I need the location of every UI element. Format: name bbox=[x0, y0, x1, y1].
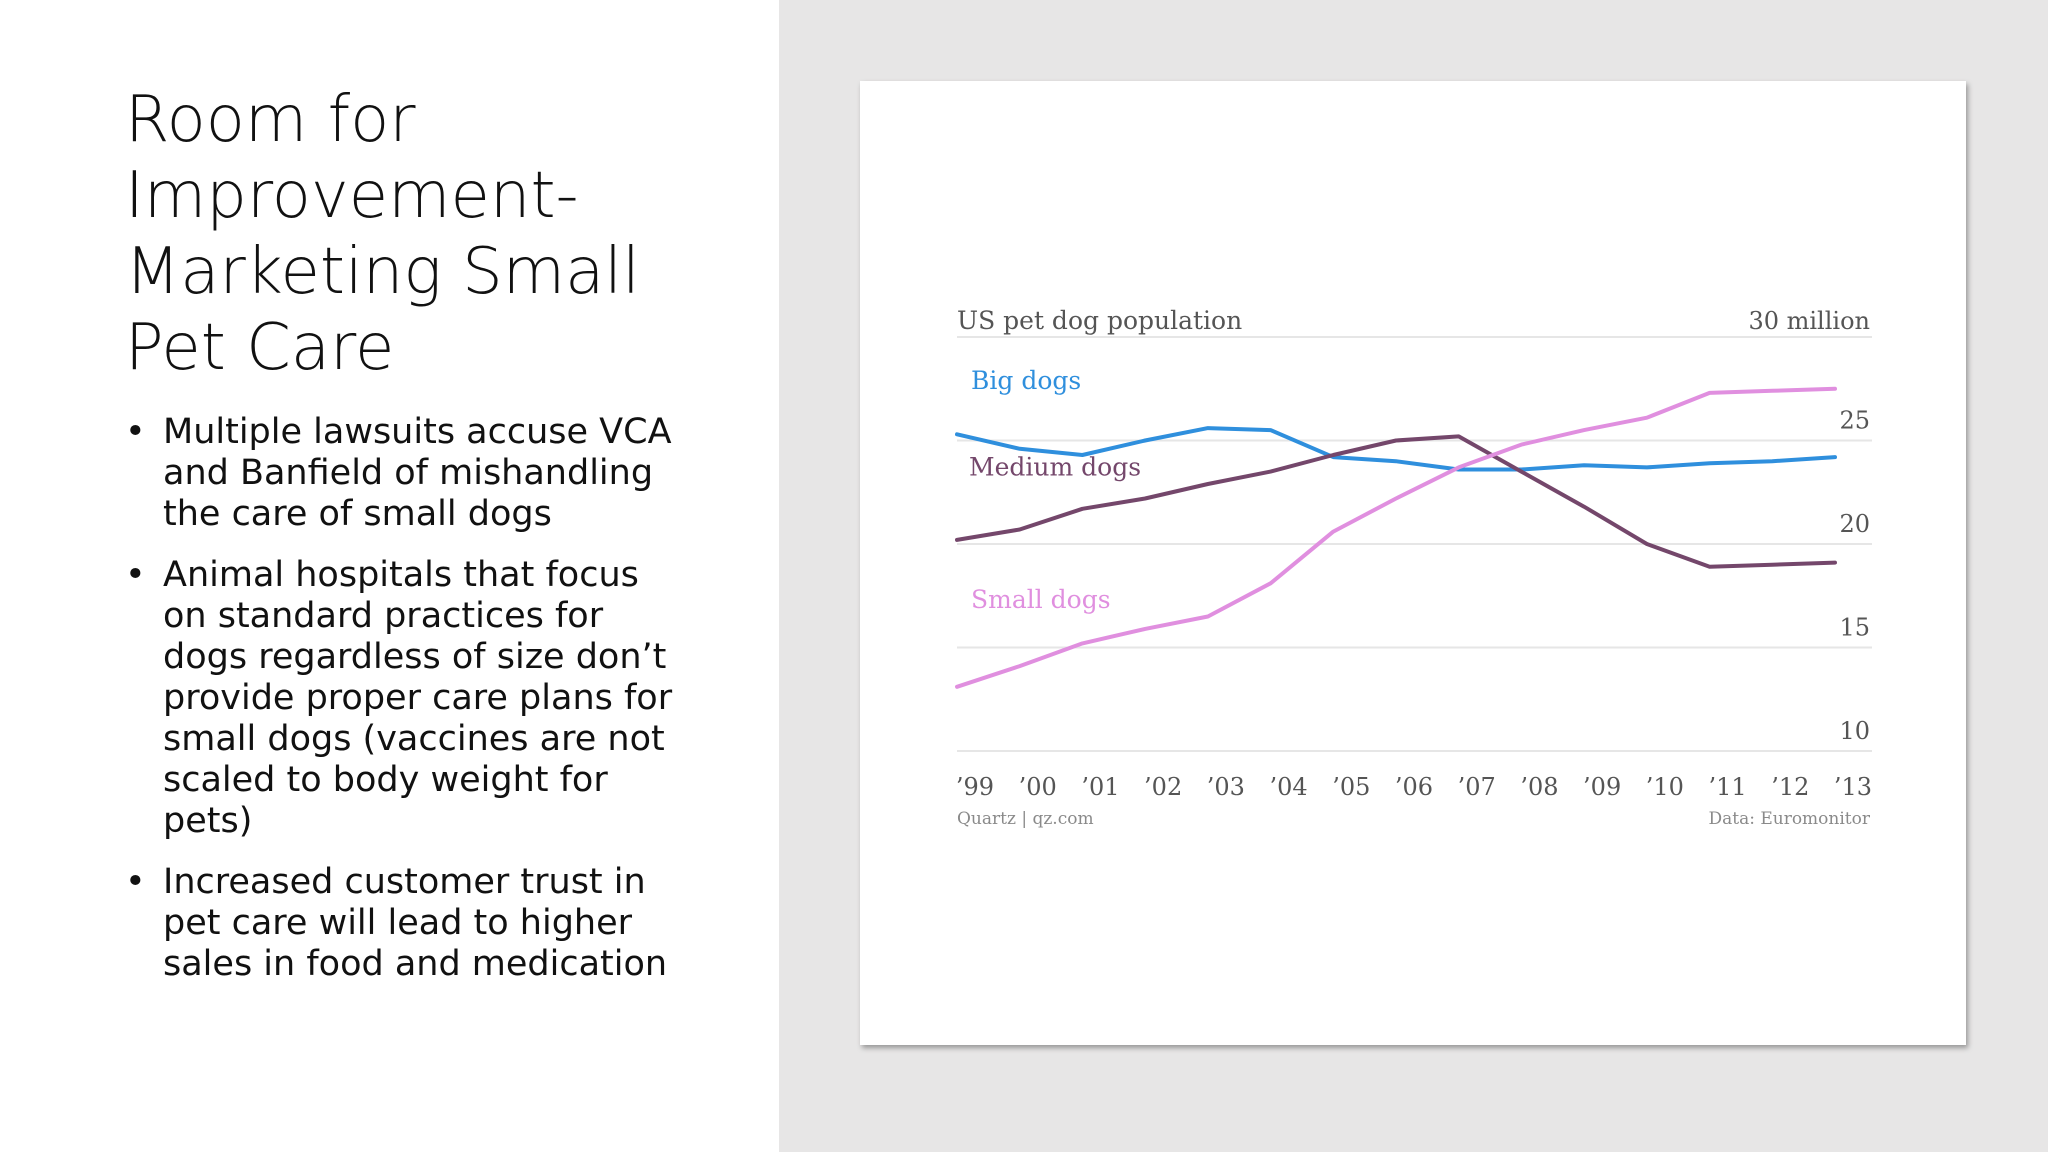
bullet-item: • Multiple lawsuits accuse VCA and Banfie… bbox=[125, 412, 685, 535]
bullet-list: • Multiple lawsuits accuse VCA and Banfie… bbox=[125, 412, 685, 1005]
bullet-text: Multiple lawsuits accuse VCA and Banfiel… bbox=[163, 412, 672, 534]
x-tick-label: ’11 bbox=[1708, 773, 1746, 801]
x-tick-label: ’05 bbox=[1332, 773, 1370, 801]
x-tick-label: ’03 bbox=[1207, 773, 1245, 801]
text-panel bbox=[0, 0, 779, 1152]
x-tick-label: ’99 bbox=[956, 773, 994, 801]
x-tick-label: ’10 bbox=[1646, 773, 1684, 801]
series-label: Small dogs bbox=[971, 585, 1111, 614]
slide-title: Room for Improvement- Marketing Small Pe… bbox=[125, 83, 640, 385]
y-tick-label: 20 bbox=[1839, 510, 1870, 538]
bullet-symbol: • bbox=[125, 862, 146, 902]
x-tick-label: ’04 bbox=[1269, 773, 1307, 801]
bullet-text: Increased customer trust in pet care wil… bbox=[163, 862, 668, 984]
bullet-item: • Animal hospitals that focus on standard… bbox=[125, 555, 685, 842]
x-tick-label: ’08 bbox=[1520, 773, 1558, 801]
source-left: Quartz | qz.com bbox=[957, 809, 1094, 829]
unit-label: 30 million bbox=[1748, 307, 1870, 335]
y-tick-label: 10 bbox=[1839, 717, 1870, 745]
series-line-small-dogs bbox=[955, 386, 1837, 689]
chart-title: US pet dog population bbox=[957, 306, 1242, 335]
series-label: Big dogs bbox=[971, 366, 1081, 395]
x-tick-label: ’00 bbox=[1019, 773, 1057, 801]
x-tick-label: ’06 bbox=[1395, 773, 1433, 801]
y-tick-label: 15 bbox=[1839, 614, 1870, 642]
series-line-big-dogs bbox=[955, 426, 1837, 472]
x-tick-label: ’13 bbox=[1834, 773, 1872, 801]
bullet-item: • Increased customer trust in pet care wi… bbox=[125, 862, 685, 985]
x-tick-label: ’02 bbox=[1144, 773, 1182, 801]
bullet-symbol: • bbox=[125, 555, 146, 595]
source-right: Data: Euromonitor bbox=[1708, 809, 1870, 829]
bullet-symbol: • bbox=[125, 412, 146, 452]
x-tick-label: ’09 bbox=[1583, 773, 1621, 801]
line-chart: US pet dog population 30 million 10 15 20 2… bbox=[955, 306, 1872, 829]
chart-card: US pet dog population 30 million 10 15 20 2… bbox=[860, 81, 1966, 1045]
x-tick-label: ’07 bbox=[1458, 773, 1496, 801]
x-tick-label: ’12 bbox=[1771, 773, 1809, 801]
series-label: Medium dogs bbox=[969, 453, 1141, 482]
series-line-medium-dogs bbox=[955, 434, 1837, 569]
x-tick-label: ’01 bbox=[1081, 773, 1119, 801]
bullet-text: Animal hospitals that focus on standard … bbox=[163, 555, 673, 841]
y-tick-label: 25 bbox=[1839, 407, 1870, 435]
